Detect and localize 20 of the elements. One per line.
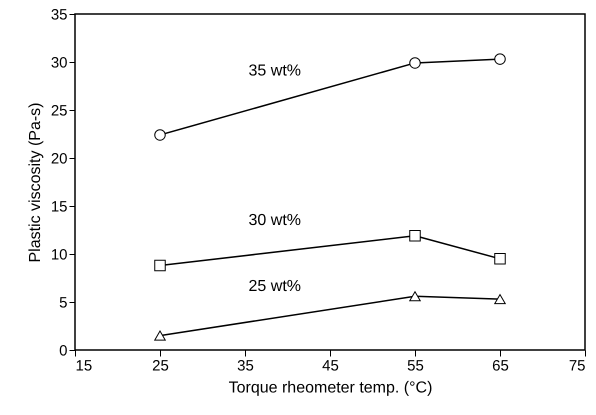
y-tick-label: 0 xyxy=(59,342,68,360)
series-label: 30 wt% xyxy=(248,212,301,230)
y-tick-label: 30 xyxy=(50,54,68,72)
series-label: 35 wt% xyxy=(248,62,301,80)
y-tick-label: 20 xyxy=(50,150,68,168)
series-label: 25 wt% xyxy=(248,278,301,295)
x-tick-label: 25 xyxy=(152,358,169,374)
x-tick-label: 35 xyxy=(237,358,254,374)
y-axis-title: Plastic viscosity (Pa-s) xyxy=(26,102,44,263)
x-tick-label: 45 xyxy=(322,358,339,374)
x-tick-label: 15 xyxy=(76,358,92,374)
x-axis-title: Torque rheometer temp. (°C) xyxy=(228,380,432,396)
y-tick-label: 5 xyxy=(59,294,68,312)
x-tick-label: 75 xyxy=(568,358,586,374)
x-tick-label: 55 xyxy=(407,358,424,374)
y-tick-label: 10 xyxy=(50,246,68,264)
y-tick-label: 35 xyxy=(50,6,68,24)
y-tick-label: 15 xyxy=(50,198,68,216)
y-tick-label: 25 xyxy=(50,102,68,120)
x-tick-label: 65 xyxy=(492,358,509,374)
